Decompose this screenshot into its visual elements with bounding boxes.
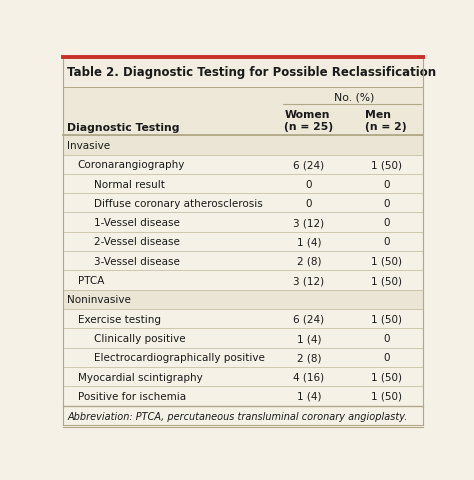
Text: 4 (16): 4 (16) <box>293 372 325 382</box>
Text: 0: 0 <box>383 353 390 362</box>
Bar <box>63 329 423 348</box>
Text: Invasive: Invasive <box>67 141 110 151</box>
Bar <box>63 213 423 232</box>
Text: 6 (24): 6 (24) <box>293 160 325 170</box>
Text: 0: 0 <box>383 218 390 228</box>
Bar <box>63 232 423 252</box>
Text: Coronarangiography: Coronarangiography <box>78 160 185 170</box>
Bar <box>63 290 423 310</box>
Text: Clinically positive: Clinically positive <box>94 333 186 343</box>
Text: 6 (24): 6 (24) <box>293 314 325 324</box>
Text: 2 (8): 2 (8) <box>297 353 321 362</box>
Text: 3 (12): 3 (12) <box>293 276 325 286</box>
Text: 1 (50): 1 (50) <box>371 256 401 266</box>
Text: 1 (50): 1 (50) <box>371 314 401 324</box>
Text: 0: 0 <box>306 198 312 208</box>
Text: 1 (50): 1 (50) <box>371 391 401 401</box>
Text: 2-Vessel disease: 2-Vessel disease <box>94 237 180 247</box>
Text: 1 (4): 1 (4) <box>297 391 321 401</box>
Bar <box>63 310 423 329</box>
Text: 1 (4): 1 (4) <box>297 237 321 247</box>
Text: Noninvasive: Noninvasive <box>67 295 131 305</box>
Text: Men
(n = 2): Men (n = 2) <box>365 109 407 132</box>
Text: 3 (12): 3 (12) <box>293 218 325 228</box>
Text: 0: 0 <box>383 198 390 208</box>
Text: Normal result: Normal result <box>94 179 165 189</box>
Text: Abbreviation: PTCA, percutaneous transluminal coronary angioplasty.: Abbreviation: PTCA, percutaneous translu… <box>67 411 408 421</box>
Text: 1-Vessel disease: 1-Vessel disease <box>94 218 180 228</box>
Bar <box>63 58 423 88</box>
Text: Diffuse coronary atherosclerosis: Diffuse coronary atherosclerosis <box>94 198 263 208</box>
Bar <box>63 386 423 406</box>
Text: Positive for ischemia: Positive for ischemia <box>78 391 186 401</box>
Bar <box>63 252 423 271</box>
Text: 1 (50): 1 (50) <box>371 372 401 382</box>
Text: 3-Vessel disease: 3-Vessel disease <box>94 256 180 266</box>
Text: 1 (4): 1 (4) <box>297 333 321 343</box>
Bar <box>63 271 423 290</box>
Text: PTCA: PTCA <box>78 276 104 286</box>
Bar <box>63 348 423 367</box>
Text: Women
(n = 25): Women (n = 25) <box>284 109 334 132</box>
Bar <box>63 367 423 386</box>
Text: 0: 0 <box>306 179 312 189</box>
Text: Myocardial scintigraphy: Myocardial scintigraphy <box>78 372 202 382</box>
Text: Diagnostic Testing: Diagnostic Testing <box>67 123 180 133</box>
Text: 2 (8): 2 (8) <box>297 256 321 266</box>
Text: Table 2. Diagnostic Testing for Possible Reclassification: Table 2. Diagnostic Testing for Possible… <box>67 66 437 79</box>
Text: No. (%): No. (%) <box>334 92 374 102</box>
Bar <box>63 175 423 194</box>
Bar <box>63 88 423 108</box>
Text: 1 (50): 1 (50) <box>371 276 401 286</box>
Text: 1 (50): 1 (50) <box>371 160 401 170</box>
Text: 0: 0 <box>383 237 390 247</box>
Text: 0: 0 <box>383 179 390 189</box>
Text: 0: 0 <box>383 333 390 343</box>
Bar <box>63 108 423 136</box>
Bar <box>63 406 423 427</box>
Bar <box>63 155 423 175</box>
Bar <box>63 136 423 155</box>
Bar <box>63 194 423 213</box>
Text: Electrocardiographically positive: Electrocardiographically positive <box>94 353 265 362</box>
Text: Exercise testing: Exercise testing <box>78 314 161 324</box>
